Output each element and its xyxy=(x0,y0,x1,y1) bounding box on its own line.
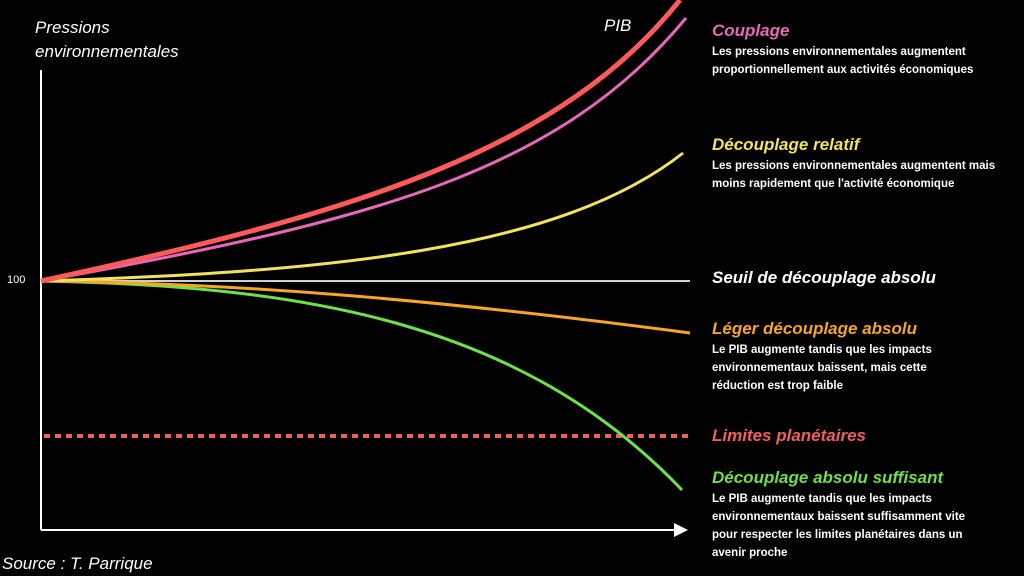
annotation-leger: Léger découplage absolu Le PIB augmente … xyxy=(712,318,1024,395)
source-credit: Source : T. Parrique xyxy=(2,554,153,573)
y-tick-100: 100 xyxy=(7,274,26,286)
arrow-right-icon xyxy=(674,523,688,537)
curve-suffisant xyxy=(40,279,684,492)
annotation-limites: Limites planétaires xyxy=(712,425,1024,447)
pib-label: PIB xyxy=(604,16,632,35)
curve-leger xyxy=(40,279,691,335)
annotation-couplage-title: Couplage xyxy=(712,21,790,40)
annotation-leger-desc: Le PIB augmente tandis que les impacts e… xyxy=(712,344,932,392)
annotation-relatif-desc: Les pressions environnementales augmente… xyxy=(712,160,996,190)
annotation-relatif-title: Découplage relatif xyxy=(712,135,860,154)
annotation-suffisant-desc: Le PIB augmente tandis que les impacts e… xyxy=(712,493,966,559)
annotation-relatif: Découplage relatif Les pressions environ… xyxy=(712,134,1024,193)
annotation-suffisant-title: Découplage absolu suffisant xyxy=(712,468,944,487)
curve-pib xyxy=(40,0,682,284)
annotation-couplage: Couplage Les pressions environnementales… xyxy=(712,20,1024,79)
annotation-seuil: Seuil de découplage absolu xyxy=(712,267,1024,289)
annotation-couplage-desc: Les pressions environnementales augmente… xyxy=(712,46,974,76)
annotation-seuil-title: Seuil de découplage absolu xyxy=(712,268,936,287)
annotation-leger-title: Léger découplage absolu xyxy=(712,319,917,338)
curve-couplage xyxy=(40,17,688,283)
annotation-suffisant: Découplage absolu suffisant Le PIB augme… xyxy=(712,467,1024,562)
curve-relatif xyxy=(40,151,684,283)
y-axis-label: Pressions environnementales xyxy=(35,18,179,61)
annotation-limites-title: Limites planétaires xyxy=(712,426,867,445)
